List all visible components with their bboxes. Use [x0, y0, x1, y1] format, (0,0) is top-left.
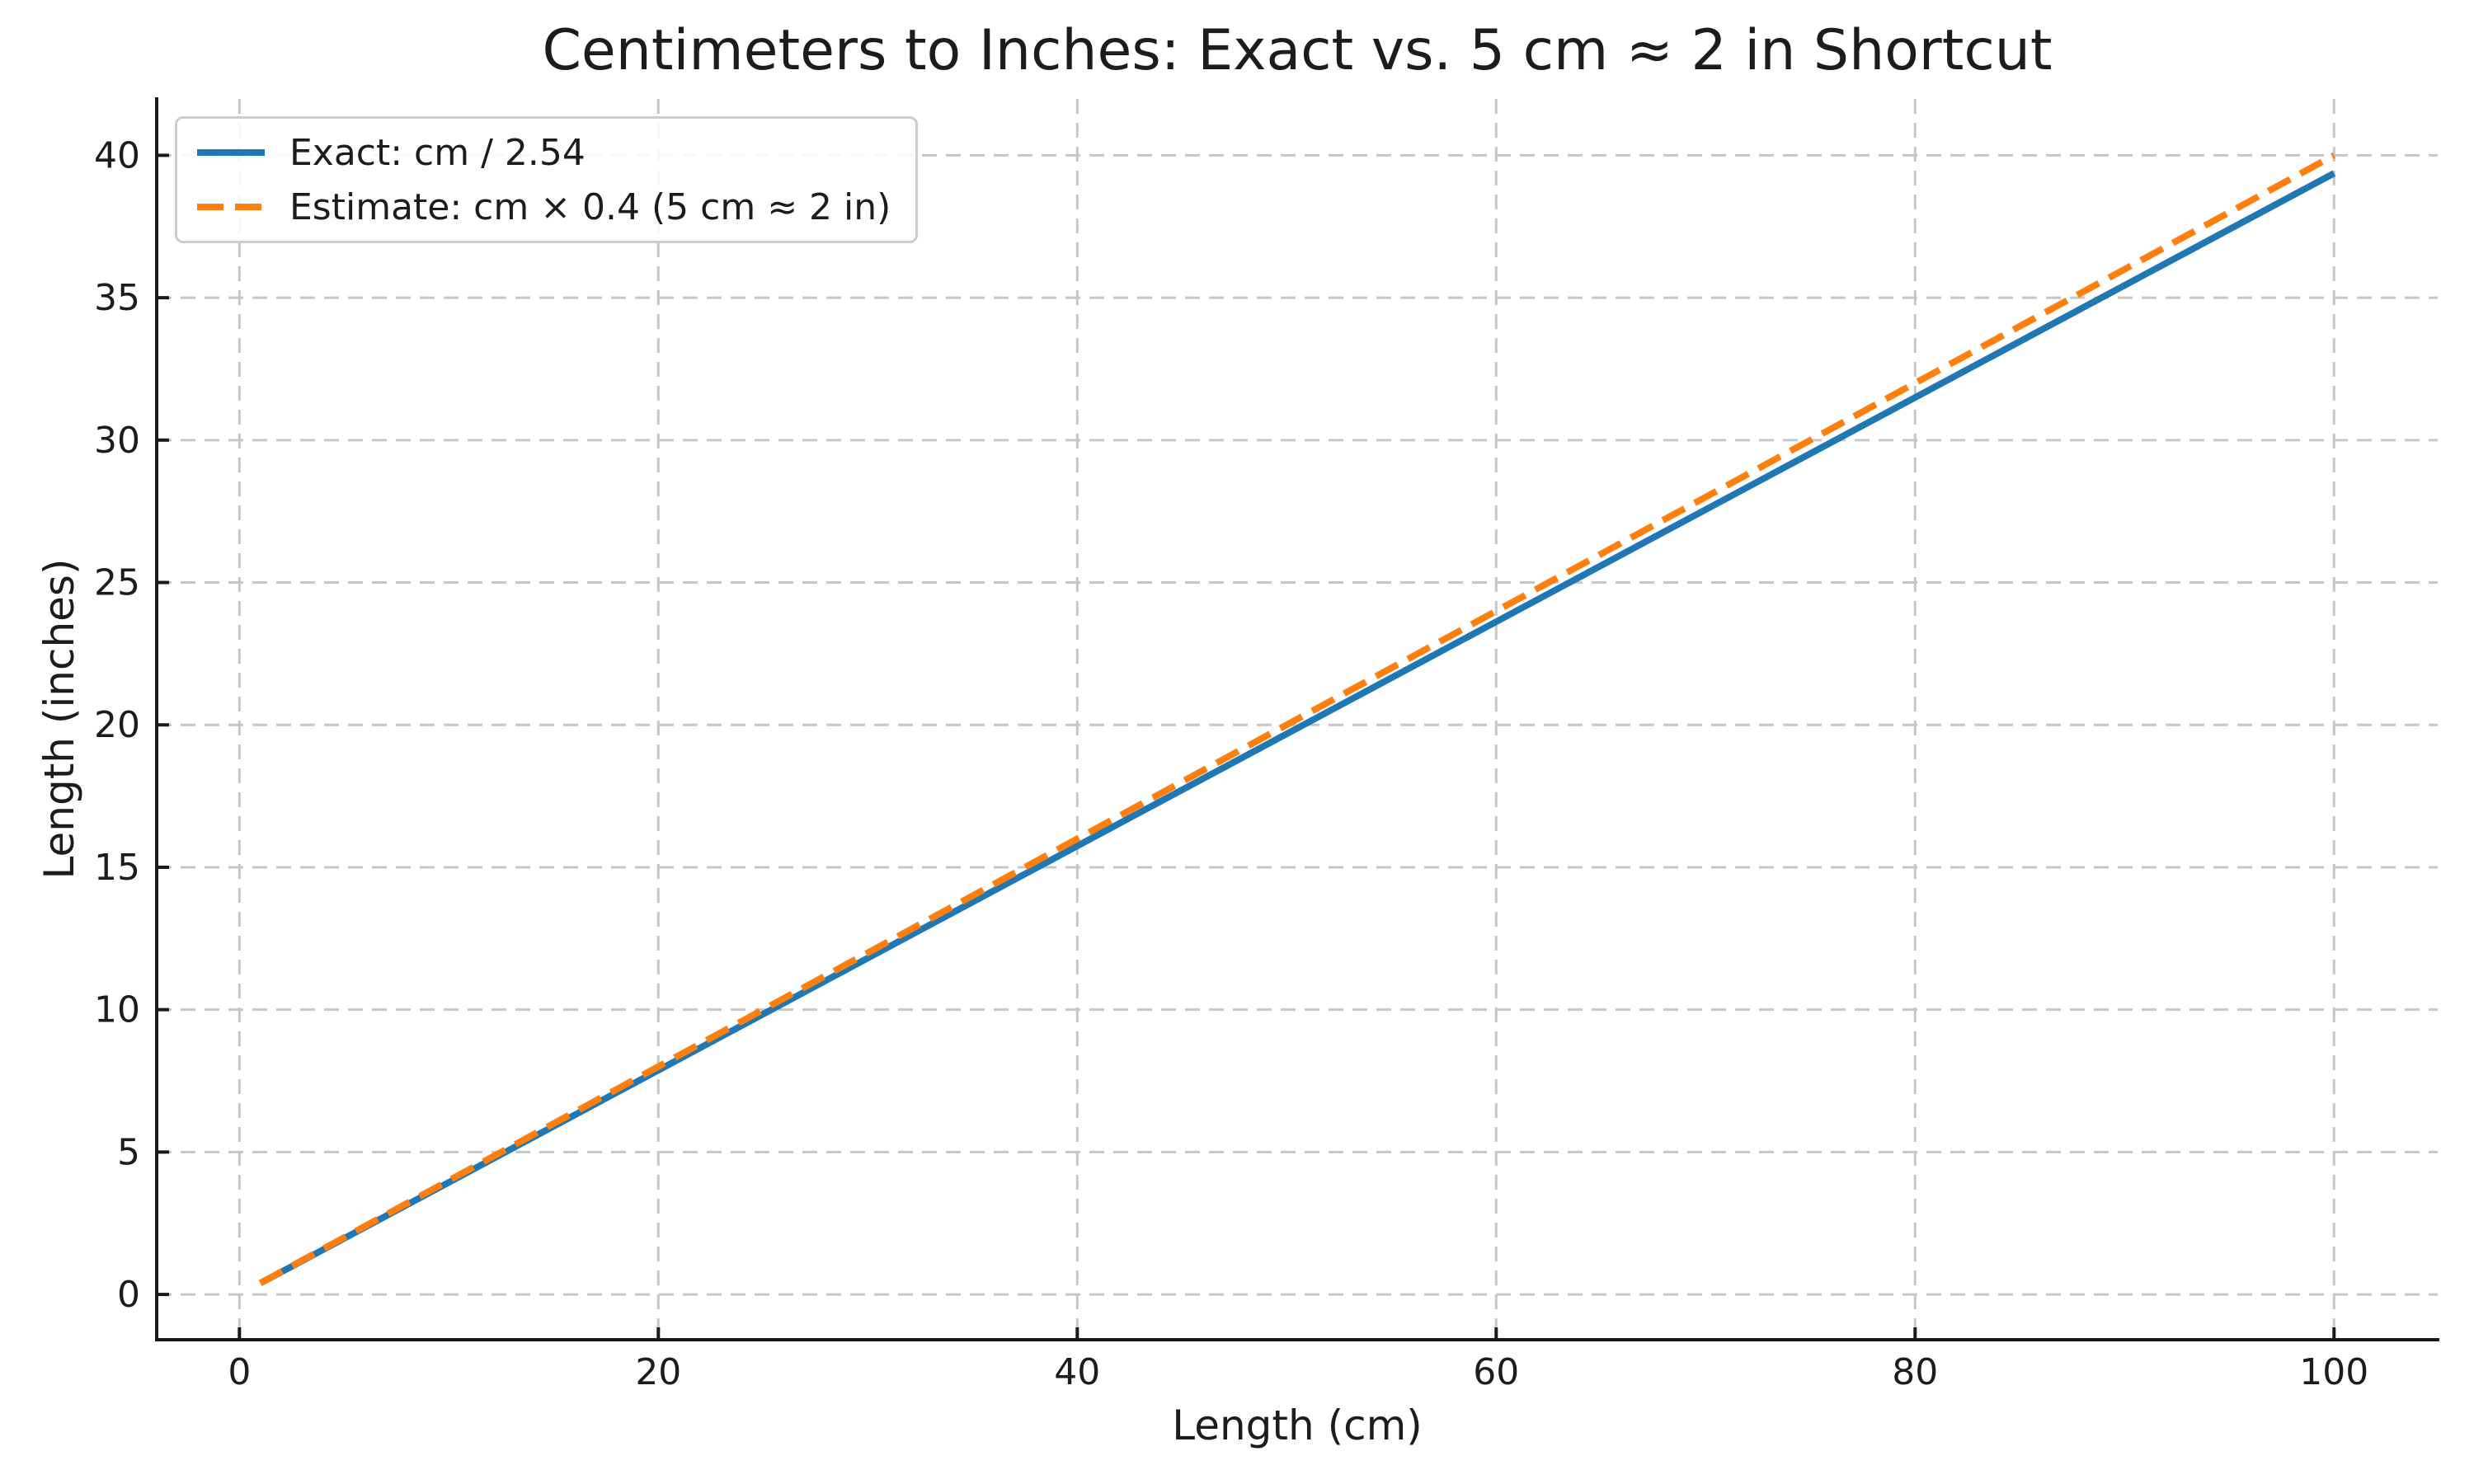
y-tick-label-35: 35	[94, 277, 140, 319]
legend-row-exact: Exact: cm / 2.54	[197, 125, 891, 180]
y-tick-label-30: 30	[94, 420, 140, 462]
legend-label-estimate: Estimate: cm × 0.4 (5 cm ≈ 2 in)	[289, 186, 891, 228]
legend-row-estimate: Estimate: cm × 0.4 (5 cm ≈ 2 in)	[197, 180, 891, 234]
legend-label-exact: Exact: cm / 2.54	[289, 131, 586, 174]
y-tick-label-0: 0	[117, 1274, 140, 1316]
x-tick-label-80: 80	[1892, 1351, 1938, 1393]
y-tick-label-15: 15	[94, 847, 140, 889]
y-axis-label: Length (inches)	[35, 558, 83, 880]
x-tick-label-100: 100	[2299, 1351, 2368, 1393]
y-tick-label-10: 10	[94, 989, 140, 1031]
y-tick-label-25: 25	[94, 562, 140, 604]
legend: Exact: cm / 2.54 Estimate: cm × 0.4 (5 c…	[175, 116, 919, 243]
series-line-estimate	[258, 152, 2336, 1286]
series-line-exact	[258, 170, 2336, 1287]
legend-swatch-dashed-line-icon	[197, 204, 265, 210]
x-axis-label: Length (cm)	[1172, 1402, 1423, 1449]
y-tick-label-20: 20	[94, 704, 140, 746]
y-tick-label-5: 5	[117, 1131, 140, 1173]
y-tick-label-40: 40	[94, 134, 140, 176]
legend-swatch-solid-line-icon	[197, 149, 265, 156]
x-tick-label-60: 60	[1473, 1351, 1519, 1393]
x-tick-label-40: 40	[1054, 1351, 1100, 1393]
x-tick-label-0: 0	[228, 1351, 251, 1393]
x-tick-label-20: 20	[635, 1351, 681, 1393]
chart-title: Centimeters to Inches: Exact vs. 5 cm ≈ …	[542, 18, 2053, 83]
